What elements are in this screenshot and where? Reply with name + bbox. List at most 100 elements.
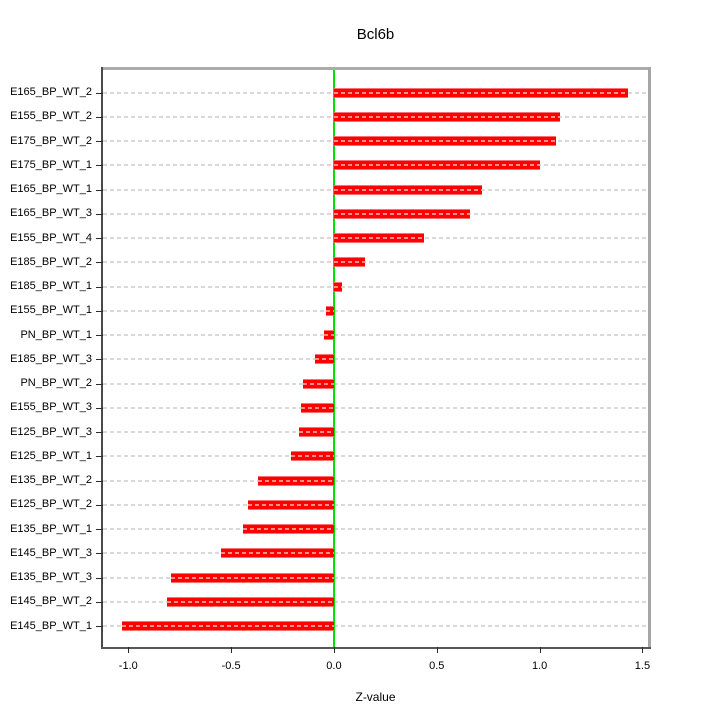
x-axis-tick-label: 0.5 — [429, 660, 445, 672]
bar — [303, 378, 334, 389]
y-axis-tick — [96, 189, 103, 191]
bar-dash-pattern — [122, 625, 334, 627]
bar-dash-pattern — [315, 358, 334, 361]
y-axis-tick — [96, 238, 103, 239]
bar — [333, 184, 483, 195]
bar — [325, 305, 334, 316]
x-axis-tick — [642, 647, 644, 653]
y-axis-tick — [96, 213, 103, 215]
bar — [333, 136, 557, 146]
y-axis-label: E145_BP_WT_3 — [10, 546, 92, 559]
y-axis-tick — [96, 359, 103, 361]
y-axis-label: E145_BP_WT_1 — [10, 619, 92, 632]
bar — [315, 354, 334, 365]
y-axis-label: E165_BP_WT_1 — [10, 183, 92, 195]
x-axis-tick-label: 0.0 — [326, 660, 342, 672]
bar — [333, 208, 470, 219]
gridline — [103, 285, 648, 288]
y-axis-label: E185_BP_WT_3 — [10, 352, 92, 365]
y-axis-label: E155_BP_WT_1 — [10, 304, 92, 317]
bar — [333, 87, 629, 98]
bar — [298, 427, 334, 437]
gridline — [103, 576, 648, 579]
y-axis-tick — [96, 116, 103, 118]
y-axis-label: E155_BP_WT_2 — [10, 110, 92, 123]
y-axis-tick — [96, 529, 103, 530]
bar — [220, 548, 334, 559]
gridline — [103, 552, 648, 555]
bar-dash-pattern — [298, 431, 334, 433]
bar-dash-pattern — [257, 479, 334, 482]
y-axis-tick — [96, 480, 103, 482]
y-axis-label: E175_BP_WT_1 — [10, 158, 92, 171]
bar-dash-pattern — [247, 503, 334, 506]
zero-reference-line — [332, 70, 335, 647]
bar — [323, 330, 334, 340]
y-axis-tick — [96, 553, 103, 555]
y-axis-label: E135_BP_WT_1 — [10, 522, 92, 535]
y-axis-label: E125_BP_WT_3 — [10, 425, 92, 438]
x-axis-tick-label: 1.0 — [531, 660, 548, 672]
plot-area — [101, 67, 651, 649]
x-axis-tick — [333, 647, 335, 653]
x-axis-tick-label: -1.0 — [118, 660, 138, 672]
y-axis-label: E125_BP_WT_2 — [10, 498, 92, 511]
gridline — [103, 261, 648, 264]
bar — [333, 111, 561, 122]
plot-border-right — [648, 67, 651, 649]
y-axis-label: PN_BP_WT_1 — [20, 328, 92, 341]
y-axis-tick — [96, 577, 103, 579]
gridline — [103, 479, 648, 482]
gridline — [103, 334, 648, 336]
y-axis-tick — [96, 432, 103, 433]
bar — [257, 475, 334, 486]
gridline — [103, 625, 648, 627]
y-axis-label: E155_BP_WT_4 — [10, 231, 92, 244]
bar-dash-pattern — [325, 309, 334, 312]
y-axis-tick — [96, 407, 103, 409]
bar-dash-pattern — [333, 140, 557, 142]
y-axis-label: E135_BP_WT_2 — [10, 474, 92, 486]
y-axis-label: E145_BP_WT_2 — [10, 595, 92, 608]
gridline — [103, 503, 648, 506]
bar-dash-pattern — [303, 382, 334, 385]
y-axis-label: E175_BP_WT_2 — [10, 134, 92, 147]
bar-dash-pattern — [333, 188, 483, 191]
y-axis-tick — [96, 141, 103, 142]
x-axis-tick — [539, 647, 541, 653]
x-axis-tick — [231, 647, 233, 653]
bar-dash-pattern — [220, 552, 334, 555]
y-axis-label: E135_BP_WT_3 — [10, 571, 92, 583]
plot-border-bottom — [101, 647, 651, 649]
y-axis-label: PN_BP_WT_2 — [20, 377, 92, 389]
bar-dash-pattern — [301, 406, 334, 409]
y-axis-label: E185_BP_WT_1 — [10, 280, 92, 292]
y-axis-label: E125_BP_WT_1 — [10, 449, 92, 462]
bar-dash-pattern — [171, 576, 334, 579]
y-axis-tick — [96, 310, 103, 312]
gridline — [103, 406, 648, 409]
bar — [167, 596, 334, 607]
bar-dash-pattern — [333, 237, 425, 239]
bar — [333, 233, 425, 243]
y-axis-tick — [96, 601, 103, 603]
bar — [333, 281, 343, 292]
y-axis-label: E185_BP_WT_2 — [10, 255, 92, 268]
x-axis-tick-label: -0.5 — [221, 660, 241, 672]
gridline — [103, 455, 648, 458]
x-axis-tick — [436, 647, 438, 653]
chart-title: Bcl6b — [356, 26, 395, 43]
bar-dash-pattern — [333, 261, 365, 264]
bar — [247, 499, 334, 510]
x-axis-title: Z-value — [355, 690, 396, 704]
y-axis-tick — [96, 335, 103, 336]
x-axis-tick-label: 1.5 — [634, 660, 651, 672]
y-axis-tick — [96, 456, 103, 458]
y-axis-label: E165_BP_WT_3 — [10, 207, 92, 220]
bar — [333, 257, 365, 268]
bar — [122, 621, 334, 631]
gridline — [103, 600, 648, 603]
plot-border-left — [101, 67, 103, 649]
bar-dash-pattern — [333, 91, 629, 94]
